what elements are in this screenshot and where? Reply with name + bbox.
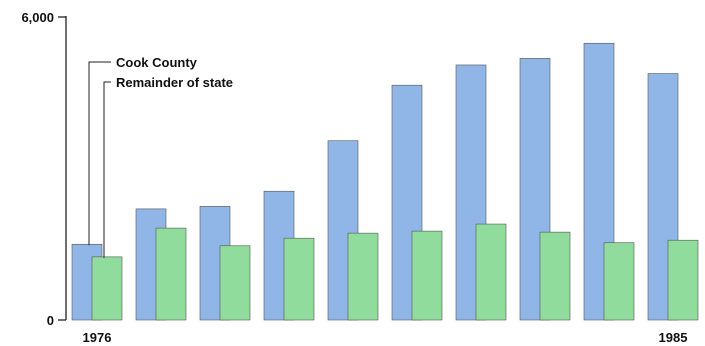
bars-group	[71, 42, 699, 321]
bar-remainder-of-state-1979	[283, 237, 315, 321]
bar-remainder-of-state-1978	[219, 245, 251, 321]
bar-remainder-of-state-1984	[603, 242, 635, 321]
y-tick-label-zero: 0	[47, 313, 54, 328]
x-tick-label-1985: 1985	[659, 330, 688, 345]
bar-remainder-of-state-1977	[155, 227, 187, 321]
bar-remainder-of-state-1982	[475, 223, 507, 321]
x-tick-label-1976: 1976	[83, 330, 112, 345]
bar-remainder-of-state-1976	[91, 256, 123, 321]
series-label-cook-county: Cook County	[116, 55, 198, 70]
bar-remainder-of-state-1981	[411, 230, 443, 321]
series-label-remainder-of-state: Remainder of state	[116, 75, 233, 90]
leader-line-remainder-of-state	[103, 81, 111, 258]
bar-cook-county-1980	[327, 140, 359, 321]
bar-remainder-of-state-1980	[347, 232, 379, 321]
y-tick-label-max: 6,000	[21, 10, 54, 25]
bar-remainder-of-state-1983	[539, 231, 571, 321]
leader-line-cook-county	[88, 61, 111, 246]
bar-remainder-of-state-1985	[667, 239, 699, 321]
series-annotations: Cook County Remainder of state	[88, 55, 233, 258]
x-tick-labels: 1976 1985	[83, 330, 688, 345]
